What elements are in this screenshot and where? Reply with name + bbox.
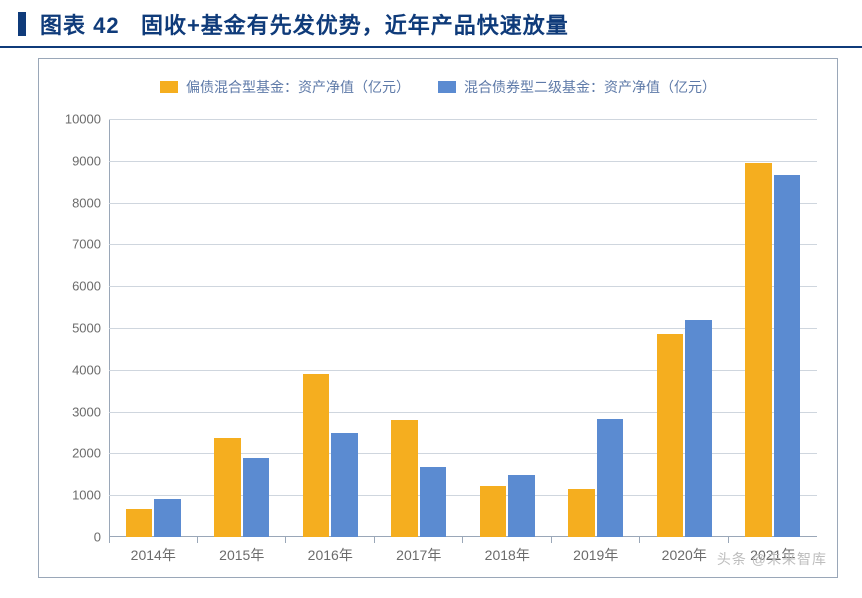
legend-swatch-1	[438, 81, 456, 93]
ytick-label: 8000	[72, 195, 109, 210]
bar-group: 2018年	[463, 119, 552, 537]
ytick-label: 7000	[72, 237, 109, 252]
bar-series-0	[657, 334, 684, 537]
ytick-label: 3000	[72, 404, 109, 419]
bar-series-1	[508, 475, 535, 537]
xtick-label: 2021年	[750, 537, 795, 565]
legend: 偏债混合型基金：资产净值（亿元） 混合债券型二级基金：资产净值（亿元）	[39, 59, 837, 101]
bar-group: 2021年	[729, 119, 818, 537]
bar-series-0	[126, 509, 153, 537]
plot-area: 0100020003000400050006000700080009000100…	[109, 119, 817, 537]
bar-group: 2020年	[640, 119, 729, 537]
bar-groups: 2014年2015年2016年2017年2018年2019年2020年2021年	[109, 119, 817, 537]
xtick-label: 2014年	[131, 537, 176, 565]
bar-series-1	[597, 419, 624, 537]
ytick-label: 9000	[72, 153, 109, 168]
bar-group: 2015年	[198, 119, 287, 537]
xtick-label: 2015年	[219, 537, 264, 565]
ytick-label: 10000	[65, 112, 109, 127]
bar-group: 2017年	[375, 119, 464, 537]
legend-item-series-1: 混合债券型二级基金：资产净值（亿元）	[438, 77, 716, 97]
title-accent-block	[18, 12, 26, 36]
legend-item-series-0: 偏债混合型基金：资产净值（亿元）	[160, 77, 410, 97]
bar-series-0	[745, 163, 772, 537]
xtick-label: 2017年	[396, 537, 441, 565]
ytick-label: 6000	[72, 279, 109, 294]
chart-container: 偏债混合型基金：资产净值（亿元） 混合债券型二级基金：资产净值（亿元） 0100…	[38, 58, 838, 578]
xtick-label: 2019年	[573, 537, 618, 565]
ytick-label: 5000	[72, 321, 109, 336]
bar-series-1	[420, 467, 447, 537]
bar-group: 2019年	[552, 119, 641, 537]
xtick-label: 2018年	[485, 537, 530, 565]
title-prefix: 图表 42	[40, 13, 120, 38]
bar-series-0	[391, 420, 418, 537]
bar-group: 2014年	[109, 119, 198, 537]
chart-title-bar: 图表 42 固收+基金有先发优势，近年产品快速放量	[0, 0, 862, 48]
bar-series-0	[303, 374, 330, 537]
bar-series-1	[774, 175, 801, 537]
ytick-label: 1000	[72, 488, 109, 503]
bar-group: 2016年	[286, 119, 375, 537]
title-main: 固收+基金有先发优势，近年产品快速放量	[141, 13, 569, 38]
ytick-label: 0	[94, 530, 109, 545]
bar-series-0	[214, 438, 241, 537]
bar-series-1	[243, 458, 270, 537]
legend-swatch-0	[160, 81, 178, 93]
ytick-label: 2000	[72, 446, 109, 461]
legend-label-1: 混合债券型二级基金：资产净值（亿元）	[464, 77, 716, 97]
bar-series-0	[568, 489, 595, 537]
bar-series-1	[331, 433, 358, 538]
chart-title: 图表 42 固收+基金有先发优势，近年产品快速放量	[40, 8, 569, 40]
legend-label-0: 偏债混合型基金：资产净值（亿元）	[186, 77, 410, 97]
bar-series-0	[480, 486, 507, 537]
bar-series-1	[154, 499, 181, 537]
ytick-label: 4000	[72, 362, 109, 377]
xtick-label: 2016年	[308, 537, 353, 565]
xtick-label: 2020年	[662, 537, 707, 565]
bar-series-1	[685, 320, 712, 537]
